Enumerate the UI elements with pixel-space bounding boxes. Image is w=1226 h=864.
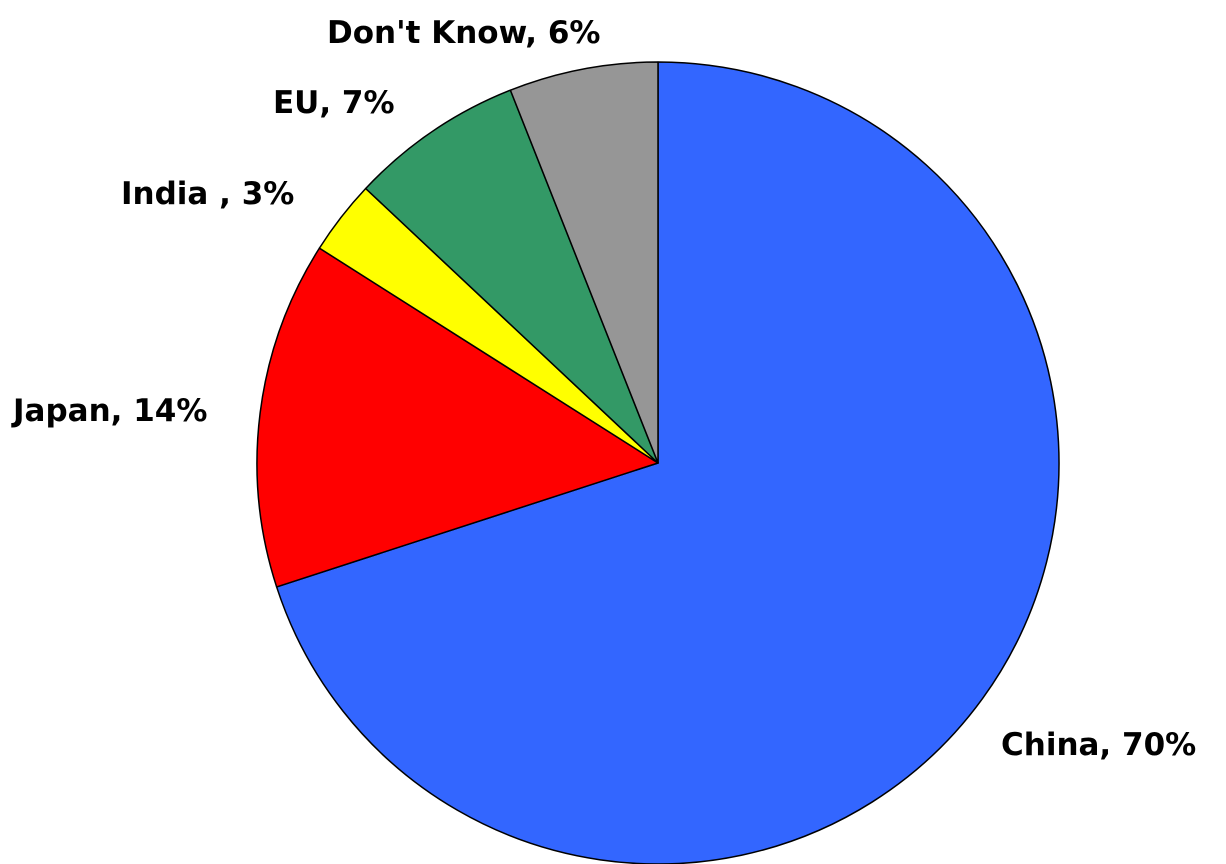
pie-slice-china: [275, 61, 1060, 864]
pie-label-eu: EU, 7%: [273, 85, 395, 121]
pie-slices: [256, 61, 1060, 864]
pie-label-japan: Japan, 14%: [11, 393, 207, 429]
pie-slice-don-t-know: [509, 61, 659, 464]
pie-labels: China, 70% Japan, 14% India , 3% EU, 7% Don'…: [11, 15, 1196, 763]
pie-slice-eu: [364, 89, 659, 464]
pie-slice-japan: [256, 247, 659, 588]
pie-label-india: India , 3%: [121, 176, 294, 212]
pie-label-china: China, 70%: [1001, 727, 1196, 763]
pie-label-don-t-know: Don't Know, 6%: [327, 15, 600, 51]
